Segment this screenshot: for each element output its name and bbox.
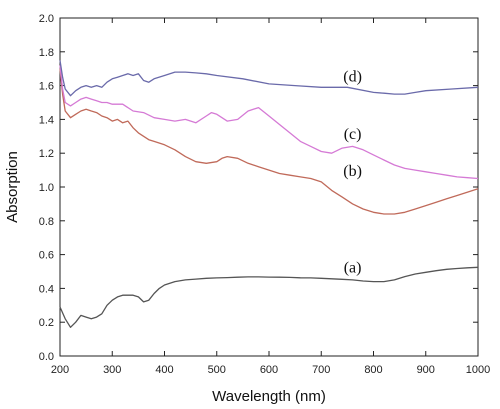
x-tick-label: 800 [364,364,382,376]
x-tick-label: 500 [208,364,226,376]
y-tick-label: 1.4 [39,114,54,126]
series-line-4 [59,60,479,97]
x-tick-label: 1000 [466,364,490,376]
y-tick-label: 1.8 [39,47,54,59]
y-tick-label: 0.6 [39,250,54,262]
x-tick-label: 700 [312,364,330,376]
series-line-1 [59,266,479,328]
series-line-3 [59,65,479,180]
x-tick-label: 600 [260,364,278,376]
y-tick-label: 2.0 [39,13,54,25]
x-tick-label: 300 [103,364,121,376]
curve-label: (d) [343,68,362,85]
series-line-2 [59,68,479,215]
series-layer [59,60,479,328]
y-tick-label: 0.2 [39,317,54,329]
curve-label-layer: (d) (c) (b) (a) [343,68,362,276]
x-axis-ticks: 200 300 400 500 600 700 800 900 1000 [51,18,490,376]
x-axis-title: Wavelength (nm) [212,388,326,405]
x-tick-label: 400 [155,364,173,376]
curve-label: (c) [344,126,362,143]
y-tick-label: 1.6 [39,81,54,93]
y-tick-label: 0.4 [39,283,54,295]
curve-label: (b) [343,163,362,180]
y-axis-ticks: 0.0 0.2 0.4 0.6 0.8 1.0 1.2 1.4 1.6 1.8 2.0 [39,13,478,363]
y-tick-label: 1.0 [39,182,54,194]
y-axis-title: Absorption [4,151,21,223]
y-tick-label: 0.8 [39,216,54,228]
plot-frame [59,17,479,357]
x-tick-label: 900 [417,364,435,376]
curve-label: (a) [344,259,362,276]
y-tick-label: 1.2 [39,148,54,160]
y-tick-label: 0.0 [39,351,54,363]
x-tick-label: 200 [51,364,69,376]
